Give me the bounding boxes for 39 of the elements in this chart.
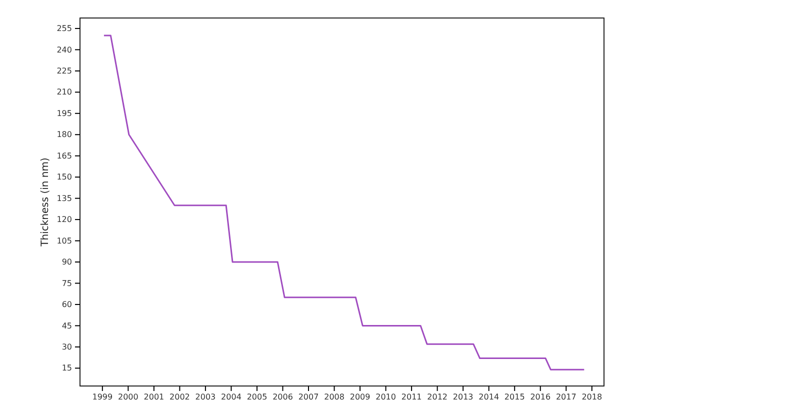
x-tick-label: 2004 [221,392,242,402]
line-series [103,34,585,370]
x-tick-label: 2014 [478,392,500,402]
y-tick-label: 255 [56,24,72,34]
y-tick-label: 135 [56,194,72,203]
y-tick-label: 180 [56,130,72,140]
x-tick-label: 2016 [530,392,551,402]
x-tick-label: 2002 [170,392,190,402]
y-tick-label: 105 [56,236,72,246]
x-tick-label: 2009 [350,392,370,402]
y-tick-label: 75 [62,278,72,288]
x-tick-label: 2006 [272,392,293,402]
x-tick-label: 2015 [504,392,525,402]
x-tick-label: 2008 [324,392,344,402]
x-tick-label: 2003 [195,392,216,402]
x-tick-label: 2011 [401,392,422,402]
y-tick-label: 30 [62,342,72,352]
x-tick-label: 2010 [376,392,396,402]
x-tick-label: 2013 [452,392,474,402]
x-tick-label: 1999 [92,392,113,402]
y-tick-label: 195 [56,108,72,118]
x-tick-label: 2001 [144,392,164,402]
y-tick-label: 225 [56,66,72,76]
y-tick-label: 165 [56,151,72,160]
y-tick-label: 210 [56,88,72,97]
x-tick-label: 2012 [427,392,448,402]
x-tick-label: 2017 [556,392,576,402]
y-tick-label: 120 [56,215,72,224]
y-tick-label: 45 [62,321,72,330]
y-tick-label: 60 [62,300,72,310]
y-tick-label: 15 [62,364,72,373]
x-tick-label: 2005 [246,392,268,402]
y-tick-label: 150 [56,172,72,182]
x-tick-label: 2007 [298,392,319,402]
x-tick-label: 2018 [582,392,602,402]
y-tick-label: 240 [56,45,72,54]
y-tick-label: 90 [62,258,72,267]
x-tick-label: 2000 [118,392,138,402]
y-axis-title: Thickness (in nm) [40,158,51,248]
